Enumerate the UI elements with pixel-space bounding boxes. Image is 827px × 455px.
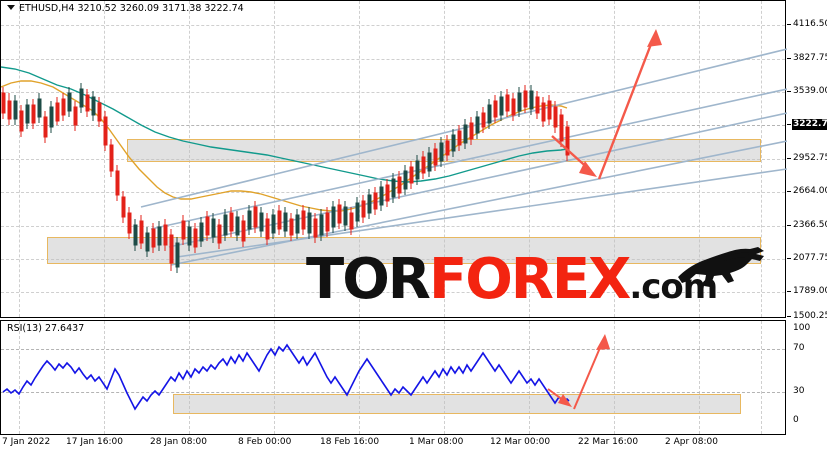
time-tick-label: 2 Apr 08:00: [665, 437, 718, 447]
grid-vline: [614, 321, 615, 434]
current-price-label: 3222.74: [792, 119, 827, 130]
rsi-tick-label: 0: [793, 415, 799, 425]
price-tick-label: 4116.50: [793, 19, 827, 29]
rsi-oversold-zone[interactable]: [173, 394, 741, 414]
chart-header: ETHUSD,H4 3210.52 3260.09 3171.38 3222.7…: [7, 3, 244, 14]
rsi-scale[interactable]: 100 70 30 0: [787, 320, 827, 435]
time-tick-label: 22 Mar 16:00: [578, 437, 639, 447]
grid-hline: [1, 92, 785, 93]
lower-support-zone[interactable]: [47, 237, 761, 264]
forecast-up-arrow-head: [647, 29, 662, 47]
symbol-ohlc-label: ETHUSD,H4 3210.52 3260.09 3171.38 3222.7…: [19, 3, 244, 14]
time-tick-label: 12 Mar 00:00: [490, 437, 551, 447]
time-axis[interactable]: 7 Jan 2022 17 Jan 16:00 28 Jan 08:00 8 F…: [0, 437, 827, 455]
rsi-up-arrow-head: [596, 334, 610, 350]
rsi-forecast-svg: [547, 334, 610, 410]
time-tick-label: 8 Feb 00:00: [238, 437, 292, 447]
rsi-forecast-arrows[interactable]: [547, 334, 610, 410]
rsi-up-arrow: [573, 342, 603, 410]
forecast-down-arrow-head: [579, 161, 597, 177]
grid-vline: [529, 321, 530, 434]
time-tick-label: 18 Feb 16:00: [320, 437, 380, 447]
price-tick-label: 2077.75: [793, 253, 827, 263]
price-series-svg: [1, 29, 787, 273]
grid-vline: [274, 321, 275, 434]
grid-hline: [1, 159, 785, 160]
grid-hline: [1, 292, 785, 293]
watermark-logo: TORFOREX.com: [306, 252, 718, 315]
grid-vline: [19, 321, 20, 434]
ma-slow-line: [1, 66, 568, 183]
grid-vline: [359, 321, 360, 434]
trendline-upper-2: [150, 88, 787, 230]
rsi-level-70: [1, 349, 785, 350]
price-chart-panel[interactable]: [0, 0, 787, 318]
price-tick-label: 2366.50: [793, 220, 827, 230]
grid-vline: [189, 321, 190, 434]
time-tick-label: 17 Jan 16:00: [66, 437, 123, 447]
bull-icon: [678, 247, 764, 287]
rsi-indicator-panel[interactable]: [0, 320, 786, 435]
grid-vline: [104, 321, 105, 434]
price-tick-label: 3827.75: [793, 53, 827, 63]
forecast-up-arrow: [597, 38, 655, 180]
grid-vline: [699, 321, 700, 434]
caret-down-icon[interactable]: [7, 5, 15, 10]
price-tick-label: 3539.00: [793, 86, 827, 96]
rsi-series-svg: [2, 343, 570, 411]
time-tick-label: 28 Jan 08:00: [150, 437, 207, 447]
rsi-down-arrow-head: [558, 394, 572, 407]
grid-hline: [1, 25, 785, 26]
price-tick-label: 1789.00: [793, 286, 827, 296]
price-scale[interactable]: 4116.50 3827.75 3539.00 3222.74 2952.75 …: [787, 0, 827, 321]
grid-hline: [1, 59, 785, 60]
upper-support-zone[interactable]: [127, 139, 761, 162]
watermark-forex: FOREX: [428, 247, 631, 312]
trendline-lower-1: [170, 140, 787, 266]
time-tick-label: 1 Mar 08:00: [409, 437, 464, 447]
watermark-tor: TOR: [306, 247, 431, 312]
price-tick-label: 1500.25: [793, 311, 827, 321]
grid-vline: [761, 321, 762, 434]
time-tick-label: 7 Jan 2022: [2, 437, 51, 447]
forecast-arrows[interactable]: [551, 29, 662, 180]
rsi-label: RSI(13) 27.6437: [7, 323, 85, 334]
price-tick-label: 2664.00: [793, 186, 827, 196]
rsi-tick-label: 100: [793, 323, 811, 333]
grid-vline: [444, 321, 445, 434]
grid-hline: [1, 259, 785, 260]
candlestick-series: [1, 83, 570, 273]
grid-hline-current: [1, 125, 785, 126]
rsi-tick-label: 30: [793, 386, 805, 396]
trendline-lower-2: [176, 168, 787, 258]
rsi-tick-label: 70: [793, 343, 805, 353]
rsi-line: [2, 343, 570, 411]
price-tick-label: 2952.75: [793, 153, 827, 163]
